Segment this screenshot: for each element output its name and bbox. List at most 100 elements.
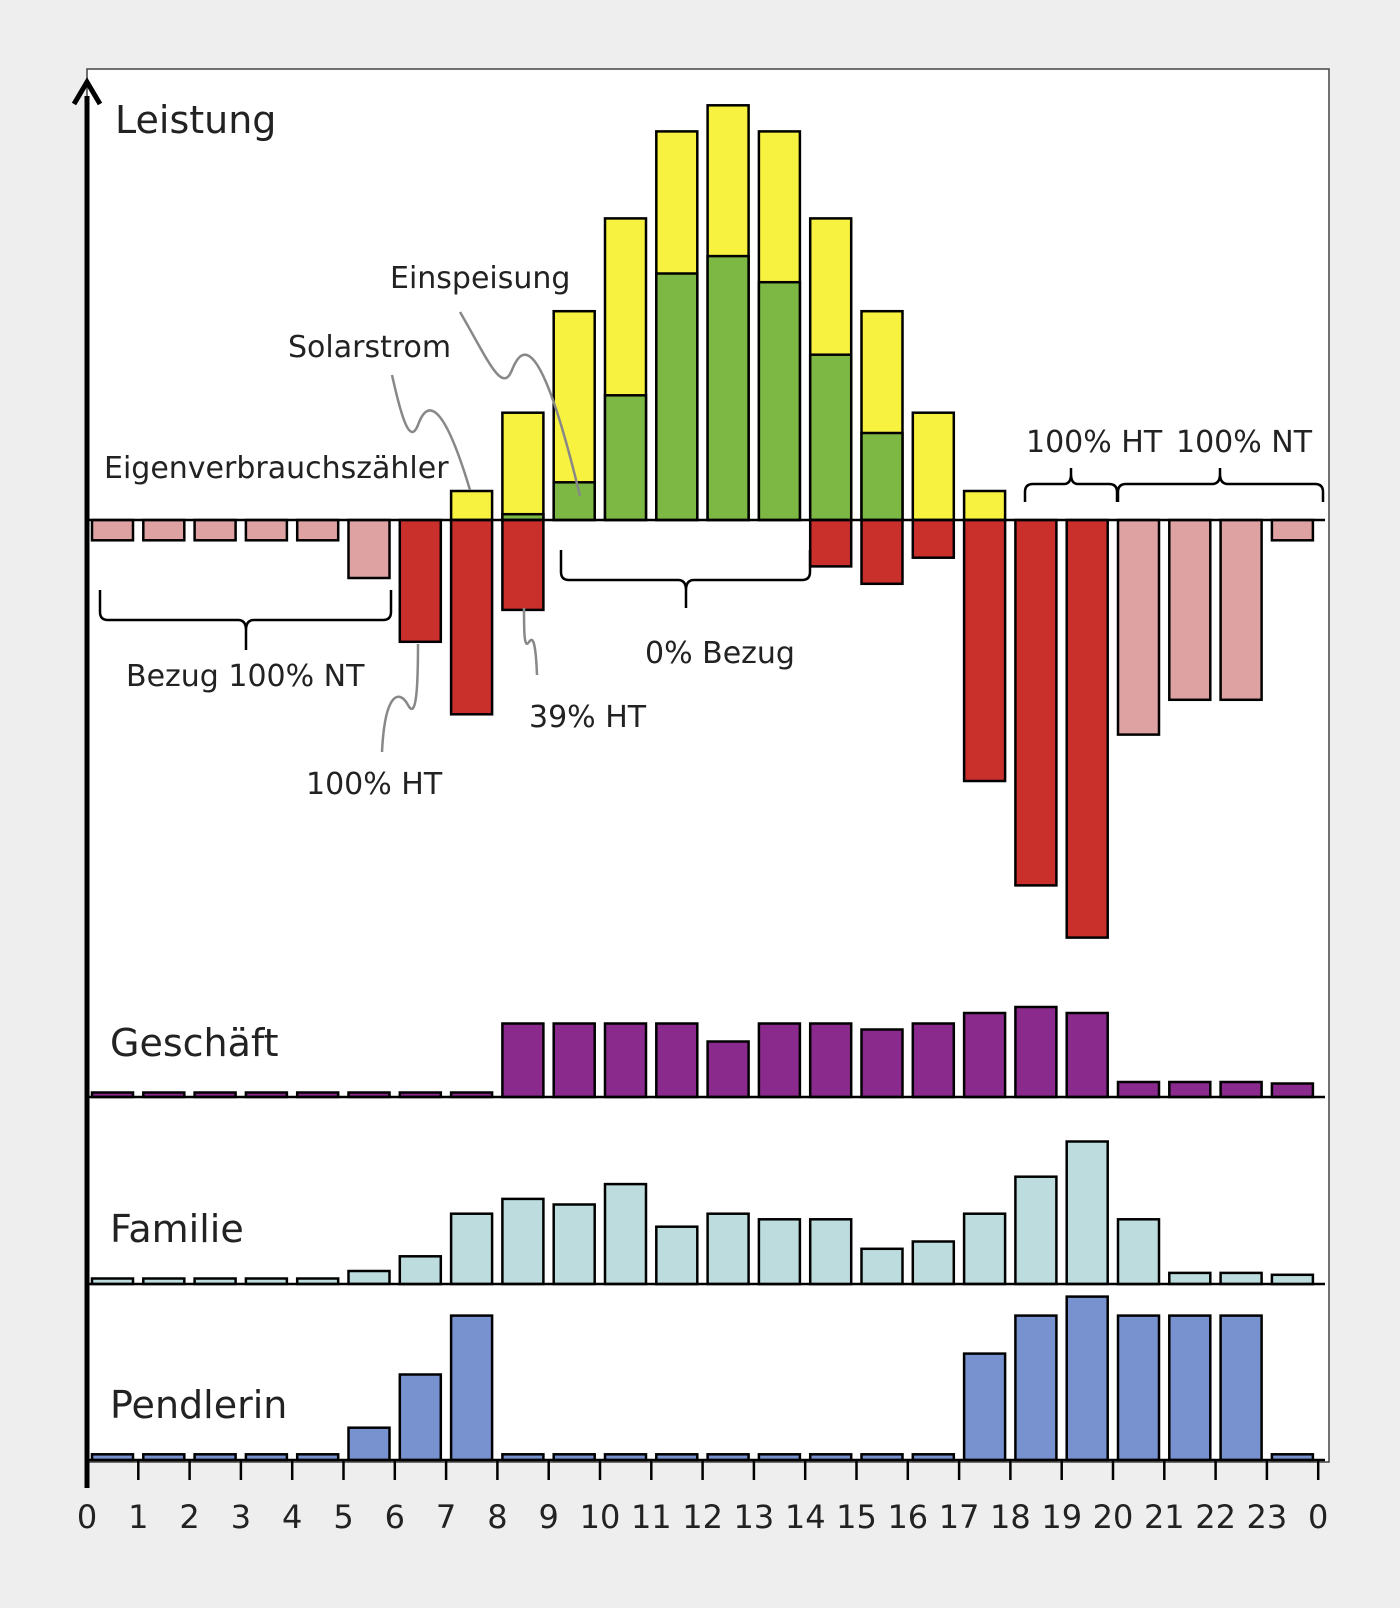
bezug-bar-19 <box>1065 518 1109 939</box>
bezug-nt-label: Bezug 100% NT <box>126 659 365 694</box>
solar-bar-16 <box>911 411 956 522</box>
familie-bar-13 <box>757 1218 802 1286</box>
familie-bar-20 <box>1116 1218 1161 1286</box>
geschaeft-bar-18 <box>1014 1005 1058 1099</box>
familie-bar-12 <box>706 1212 750 1286</box>
y-axis-arrow <box>71 77 103 106</box>
bezug-bar-23 <box>1270 518 1315 542</box>
selfuse-bar-14 <box>808 353 853 522</box>
pendlerin-bar-6 <box>398 1373 443 1462</box>
geschaeft-bar-22 <box>1219 1080 1263 1099</box>
familie-bar-18 <box>1014 1175 1058 1286</box>
familie-bar-14 <box>808 1218 853 1286</box>
geschaeft-bar-19 <box>1065 1011 1109 1099</box>
x-tick-label-3: 3 <box>231 1498 251 1536</box>
x-tick-label-8: 8 <box>487 1498 507 1536</box>
bezug-bar-14 <box>808 518 853 568</box>
familie-bar-11 <box>655 1225 699 1286</box>
x-tick-label-9: 9 <box>539 1498 559 1536</box>
selfuse-bar-15 <box>860 431 904 522</box>
bezug-bar-1 <box>142 518 186 542</box>
bezug-bar-18 <box>1014 518 1058 887</box>
pendlerin-bar-21 <box>1168 1314 1212 1462</box>
bezug-bar-15 <box>860 518 904 586</box>
selfuse-bar-12 <box>706 254 750 522</box>
pendlerin-bar-5 <box>347 1426 391 1462</box>
x-tick-label-6: 6 <box>385 1498 405 1536</box>
bezug-nt-brace <box>98 590 393 650</box>
pendlerin-bar-17 <box>962 1352 1007 1462</box>
bezug-bar-3 <box>244 518 289 542</box>
familie-bar-7 <box>449 1212 494 1286</box>
eigenverbrauchszaehler-label: Eigenverbrauchszähler <box>104 451 449 486</box>
solar-bar-7 <box>449 489 494 522</box>
familie-bar-23 <box>1270 1273 1315 1286</box>
x-tick-label-11: 11 <box>631 1498 672 1536</box>
pendlerin-bar-22 <box>1219 1314 1263 1462</box>
selfuse-bar-9 <box>552 481 596 522</box>
pendlerin-bar-20 <box>1116 1314 1161 1462</box>
x-tick-label-2: 2 <box>179 1498 199 1536</box>
bezug-bar-0 <box>90 518 135 542</box>
solarstrom-label: Solarstrom <box>288 330 451 365</box>
bezug-bar-8 <box>501 518 545 612</box>
bezug-bar-17 <box>962 518 1007 783</box>
familie-bar-9 <box>552 1203 596 1286</box>
geschaeft-bar-14 <box>808 1022 853 1099</box>
einspeisung-leader <box>458 311 582 497</box>
x-tick-label-18: 18 <box>990 1498 1031 1536</box>
familie-bar-15 <box>860 1247 904 1286</box>
bezug-0-brace <box>559 550 812 608</box>
x-tick-label-21: 21 <box>1144 1498 1185 1536</box>
ht-morning-label: 100% HT <box>306 767 443 802</box>
geschaeft-bar-11 <box>655 1022 699 1099</box>
familie-bar-16 <box>911 1240 956 1286</box>
bezug-bar-4 <box>295 518 340 542</box>
x-tick-label-1: 1 <box>128 1498 148 1536</box>
solarstrom-leader <box>390 374 472 491</box>
ht-evening-brace <box>1023 468 1119 502</box>
geschaeft-bar-9 <box>552 1022 596 1099</box>
geschaeft-bar-16 <box>911 1022 956 1099</box>
bezug-bar-2 <box>193 518 237 542</box>
ht-39-leader <box>522 607 539 676</box>
familie-bar-22 <box>1219 1271 1263 1286</box>
bezug-bar-16 <box>911 518 956 559</box>
ht-morning-leader <box>380 643 420 753</box>
pendlerin-bar-7 <box>449 1314 494 1462</box>
x-tick-label-14: 14 <box>785 1498 826 1536</box>
familie-bar-8 <box>501 1197 545 1286</box>
solar-bar-17 <box>962 489 1007 522</box>
geschaeft-bar-20 <box>1116 1080 1161 1099</box>
familie-label: Familie <box>110 1207 244 1251</box>
bezug-bar-21 <box>1168 518 1212 702</box>
bezug-bar-22 <box>1219 518 1263 702</box>
bezug-bar-5 <box>347 518 391 580</box>
nt-night-brace <box>1116 468 1325 502</box>
pendlerin-bar-19 <box>1065 1295 1109 1462</box>
geschaeft-bar-15 <box>860 1028 904 1099</box>
einspeisung-label: Einspeisung <box>390 261 570 296</box>
selfuse-bar-10 <box>603 394 648 522</box>
familie-bar-6 <box>398 1255 443 1286</box>
selfuse-bar-11 <box>655 272 699 522</box>
pendlerin-label: Pendlerin <box>110 1383 287 1427</box>
bezug-bar-7 <box>449 518 494 716</box>
x-tick-label-12: 12 <box>682 1498 723 1536</box>
x-ticks: 0 1 2 3 4 5 6 7 8 9 10 11 12 13 14 15 16 17 18 19 20 21 22 23 0 <box>77 1460 1328 1536</box>
leistung-label: Leistung <box>115 98 276 142</box>
familie-bar-10 <box>603 1182 648 1286</box>
x-tick-label-7: 7 <box>436 1498 456 1536</box>
bezug-0-label: 0% Bezug <box>645 636 795 671</box>
familie-bar-21 <box>1168 1271 1212 1286</box>
familie-bar-17 <box>962 1212 1007 1286</box>
geschaeft-bar-12 <box>706 1040 750 1099</box>
ht-39-label: 39% HT <box>529 700 647 735</box>
geschaeft-bar-8 <box>501 1022 545 1099</box>
x-tick-label-4: 4 <box>282 1498 302 1536</box>
pendlerin-bar-18 <box>1014 1314 1058 1462</box>
bars <box>90 104 1315 1462</box>
x-tick-label-17: 17 <box>939 1498 980 1536</box>
x-tick-label-23: 23 <box>1247 1498 1288 1536</box>
